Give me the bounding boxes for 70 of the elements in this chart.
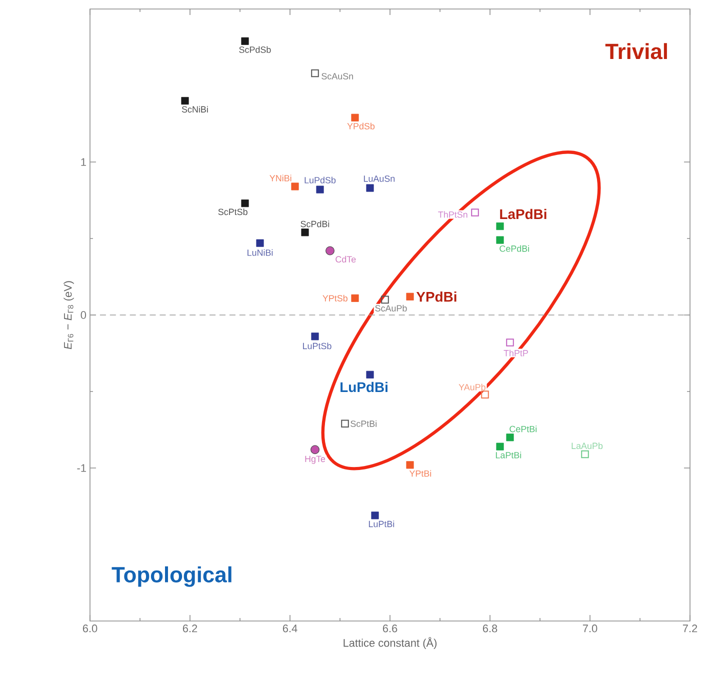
point bbox=[406, 292, 414, 300]
annotation: LuPdBi bbox=[340, 382, 388, 392]
point bbox=[481, 390, 489, 398]
annotation: YPtSb bbox=[322, 294, 348, 302]
annotation: CePtBi bbox=[510, 426, 537, 432]
point bbox=[581, 450, 589, 458]
x-tick-label: 7.0 bbox=[582, 624, 598, 632]
point bbox=[310, 445, 320, 454]
annotation: LaAuPb bbox=[572, 442, 603, 450]
y-axis-title: E$_{Γ6}$ − E$_{Γ8}$ (eV) bbox=[64, 281, 74, 350]
point bbox=[316, 186, 324, 194]
annotation: ScPtSb bbox=[218, 208, 248, 216]
x-tick-label: 6.2 bbox=[182, 624, 198, 632]
annotation: ScAuSn bbox=[322, 73, 353, 80]
point bbox=[381, 296, 389, 304]
x-tick-label: 7.2 bbox=[682, 624, 698, 632]
point bbox=[291, 182, 299, 190]
x-tick-label: 6.6 bbox=[382, 624, 398, 632]
point bbox=[256, 239, 264, 247]
annotation: YAuPb bbox=[458, 384, 486, 390]
annotation: HgTe bbox=[305, 456, 326, 464]
point bbox=[371, 512, 379, 520]
annotation: YNiBi bbox=[270, 174, 292, 182]
annotation: LuPtSb bbox=[303, 342, 332, 350]
x-axis-title: Lattice constant (Å) bbox=[344, 637, 437, 649]
point bbox=[351, 114, 359, 122]
point bbox=[301, 228, 309, 236]
annotation: Trivial bbox=[605, 43, 667, 60]
annotation: ScNiBi bbox=[182, 106, 208, 113]
annotation: ScAuPb bbox=[375, 304, 407, 312]
annotation: YPdBi bbox=[416, 292, 456, 302]
annotation: ThPtP bbox=[504, 350, 528, 356]
point bbox=[241, 200, 249, 208]
annotation: ScPdBi bbox=[300, 220, 330, 228]
annotation: YPdSb bbox=[347, 122, 375, 130]
point bbox=[351, 294, 359, 302]
annotation: CePdBi bbox=[500, 245, 529, 252]
annotation: CdTe bbox=[336, 256, 356, 263]
annotation: LaPdBi bbox=[500, 208, 546, 220]
point bbox=[366, 184, 374, 192]
x-tick-label: 6.8 bbox=[482, 624, 498, 632]
point bbox=[496, 236, 504, 244]
x-tick-label: 6.0 bbox=[82, 624, 98, 632]
point bbox=[471, 208, 479, 216]
y-tick-label: 1 bbox=[81, 158, 86, 166]
annotation: LuPdSb bbox=[304, 176, 336, 184]
point bbox=[496, 222, 504, 230]
point bbox=[311, 332, 319, 340]
point bbox=[326, 246, 334, 256]
x-tick-label: 6.4 bbox=[282, 624, 298, 632]
annotation: LaPtBi bbox=[496, 452, 522, 458]
annotation: ScPdSb bbox=[239, 46, 271, 53]
point bbox=[506, 338, 514, 346]
point bbox=[506, 434, 514, 442]
point bbox=[406, 461, 414, 469]
point bbox=[241, 37, 249, 45]
annotation: YPtBi bbox=[409, 470, 432, 477]
point bbox=[366, 370, 374, 378]
point bbox=[496, 442, 504, 450]
point bbox=[341, 420, 349, 428]
point bbox=[311, 69, 319, 78]
annotation: Topological bbox=[112, 566, 232, 587]
y-tick-label: 0 bbox=[80, 311, 86, 319]
y-tick-label: -1 bbox=[77, 464, 86, 472]
annotation: ThPtSn bbox=[438, 211, 468, 218]
point bbox=[181, 97, 189, 105]
annotation: ScPtBi bbox=[350, 420, 376, 427]
annotation: LuPtBi bbox=[368, 520, 394, 528]
annotation: LuAuSn bbox=[364, 175, 395, 182]
annotation: LuNiBi bbox=[248, 249, 273, 256]
